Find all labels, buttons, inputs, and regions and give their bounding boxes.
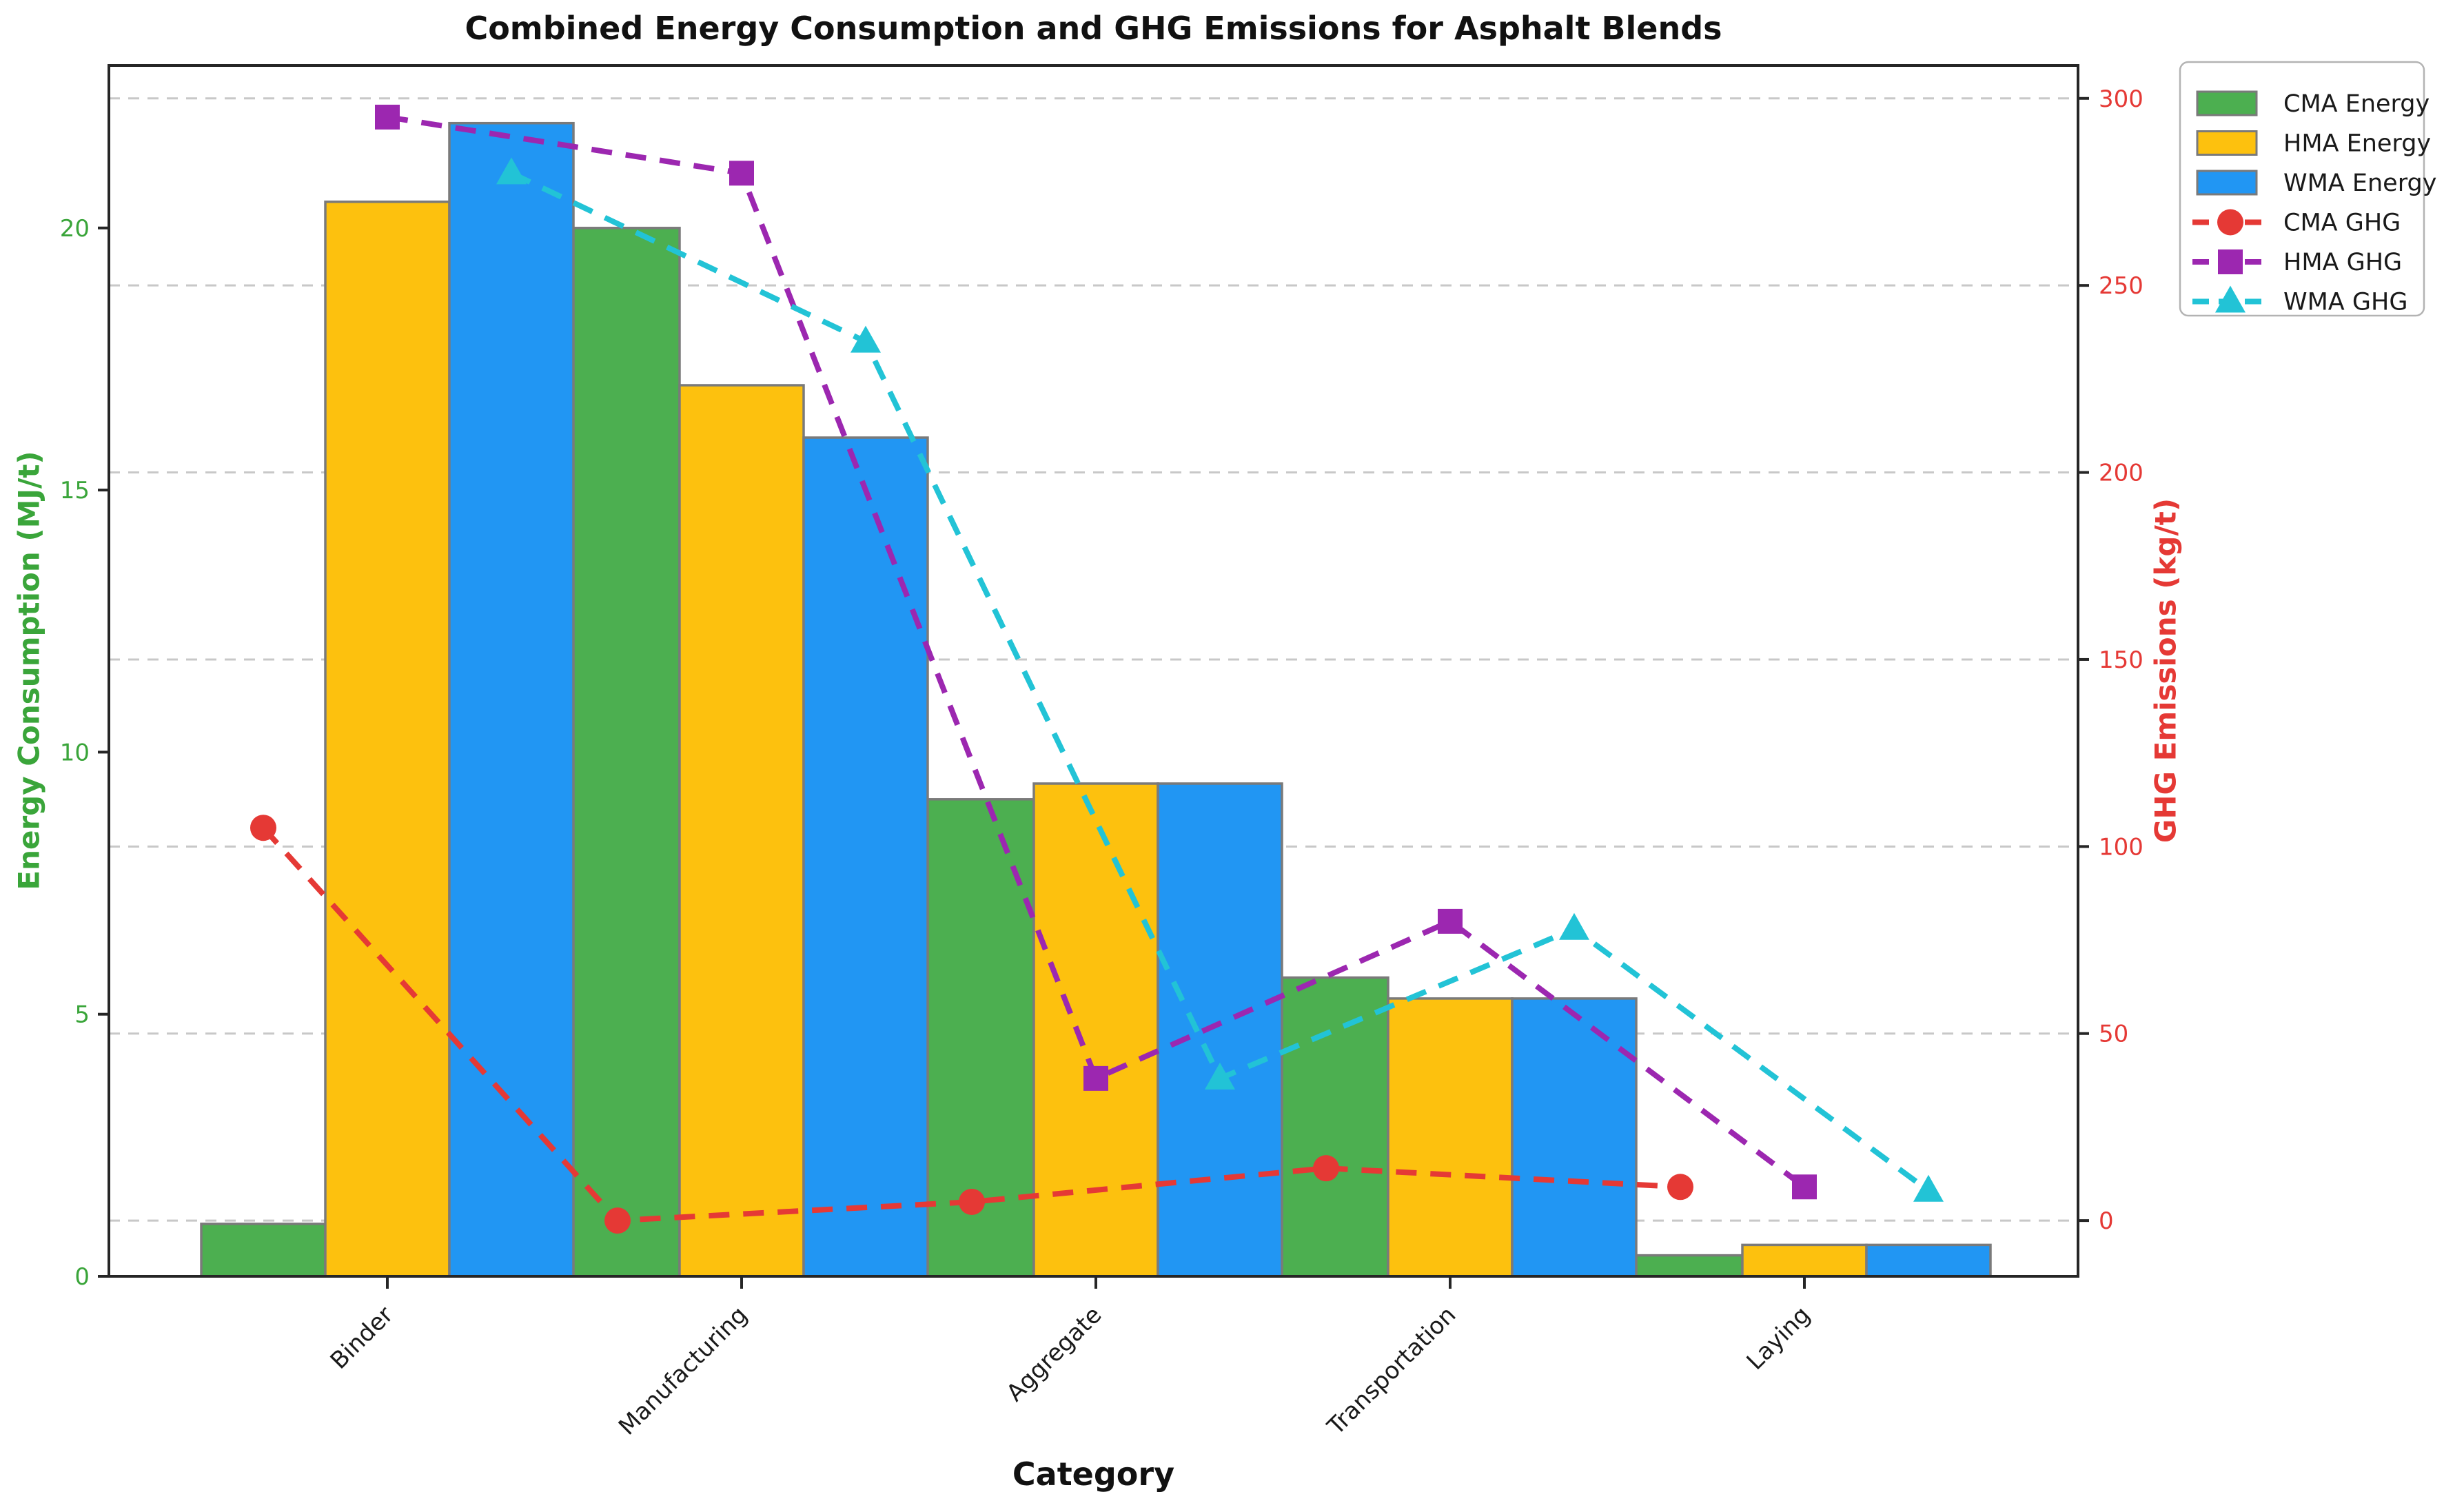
bar-hma-energy-aggregate (1032, 782, 1159, 1278)
line-hma-ghg (387, 114, 1806, 1189)
y-right-tick-label-100: 100 (2099, 833, 2143, 861)
legend-label-hma-energy: HMA Energy (2283, 130, 2431, 158)
bar-hma-energy-binder (324, 201, 451, 1278)
legend-item-hma-ghg: HMA GHG (2192, 249, 2402, 276)
legend-marker-wma-ghg (2215, 285, 2246, 313)
y-right-tick-label-50: 50 (2099, 1021, 2128, 1048)
y-left-tick-label-10: 10 (60, 739, 90, 766)
marker-wma-ghg-transportation (1559, 912, 1589, 940)
plot-border (108, 64, 2079, 1278)
line-cma-ghg (261, 826, 1681, 1224)
marker-hma-ghg-aggregate (1083, 1065, 1108, 1091)
chart-title: Combined Energy Consumption and GHG Emis… (465, 10, 1722, 47)
y-right-tick-label-200: 200 (2099, 460, 2143, 487)
legend-item-hma-energy: HMA Energy (2196, 130, 2431, 158)
marker-cma-ghg-aggregate (959, 1188, 985, 1215)
y-right-tick-label-300: 300 (2099, 85, 2143, 113)
marker-hma-ghg-transportation (1438, 908, 1463, 934)
marker-hma-ghg-laying (1792, 1174, 1817, 1200)
x-tick-label-laying: Laying (1742, 1301, 1816, 1376)
bar-cma-energy-binder (200, 1223, 327, 1278)
marker-hma-ghg-manufacturing (729, 161, 754, 186)
bar-cma-energy-manufacturing (554, 227, 681, 1278)
legend-swatch-hma-energy (2196, 130, 2258, 156)
legend-item-wma-energy: WMA Energy (2196, 170, 2436, 197)
marker-cma-ghg-binder (250, 815, 276, 841)
marker-wma-ghg-laying (1913, 1174, 1944, 1202)
marker-cma-ghg-manufacturing (604, 1207, 631, 1234)
marker-wma-ghg-aggregate (1205, 1062, 1235, 1090)
legend-item-cma-energy: CMA Energy (2196, 90, 2430, 118)
x-tick-label-aggregate: Aggregate (1001, 1301, 1108, 1407)
x-tick-label-transportation: Transportation (1322, 1301, 1462, 1441)
marker-wma-ghg-binder (496, 157, 527, 185)
y-left-tick-label-5: 5 (74, 1001, 90, 1029)
bar-cma-energy-transportation (1263, 976, 1389, 1278)
legend-label-wma-energy: WMA Energy (2283, 170, 2436, 197)
legend-marker-cma-ghg (2217, 209, 2243, 236)
marker-hma-ghg-binder (375, 104, 400, 130)
bar-wma-energy-manufacturing (802, 436, 929, 1278)
x-tick-label-binder: Binder (325, 1301, 399, 1375)
bar-wma-energy-laying (1865, 1243, 1992, 1278)
legend-label-wma-ghg: WMA GHG (2283, 289, 2407, 316)
marker-wma-ghg-manufacturing (851, 325, 881, 353)
marker-cma-ghg-laying (1667, 1174, 1693, 1201)
y-right-tick-label-0: 0 (2099, 1207, 2114, 1235)
legend-label-cma-energy: CMA Energy (2283, 90, 2430, 118)
bar-hma-energy-laying (1741, 1243, 1868, 1278)
legend-item-wma-ghg: WMA GHG (2192, 285, 2407, 316)
marker-cma-ghg-transportation (1313, 1155, 1339, 1182)
legend-marker-hma-ghg (2218, 249, 2243, 274)
bar-hma-energy-transportation (1387, 997, 1514, 1278)
legend-label-hma-ghg: HMA GHG (2283, 249, 2402, 276)
legend-item-cma-ghg: CMA GHG (2192, 209, 2401, 237)
x-tick-label-manufacturing: Manufacturing (613, 1301, 753, 1440)
y-right-tick-label-150: 150 (2099, 646, 2143, 674)
y-right-tick-label-250: 250 (2099, 272, 2143, 300)
bar-wma-energy-aggregate (1157, 782, 1283, 1278)
legend-label-cma-ghg: CMA GHG (2283, 210, 2401, 237)
bar-hma-energy-manufacturing (678, 384, 805, 1278)
y-left-tick-label-20: 20 (60, 215, 90, 243)
y-left-tick-label-0: 0 (74, 1263, 90, 1291)
legend-swatch-cma-energy (2196, 90, 2258, 116)
bar-wma-energy-binder (448, 121, 575, 1278)
legend-swatch-wma-energy (2196, 170, 2258, 196)
y-left-tick-label-15: 15 (60, 477, 90, 504)
bar-wma-energy-transportation (1511, 997, 1638, 1278)
x-axis-label: Category (1012, 1455, 1175, 1493)
